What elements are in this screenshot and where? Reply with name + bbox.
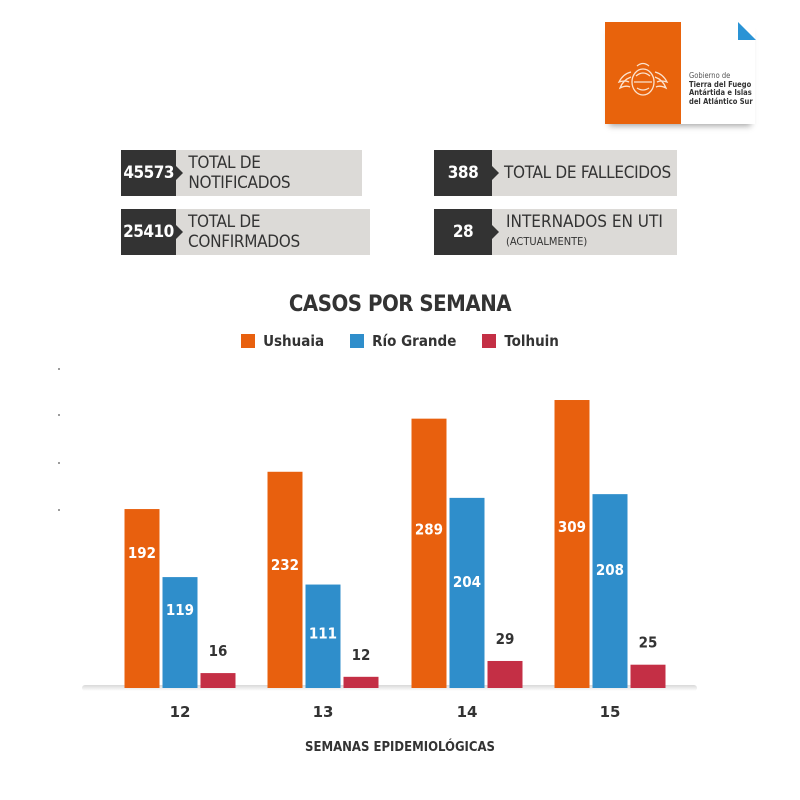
stat-label-main: INTERNADOS EN UTI	[506, 212, 663, 232]
legend-item-ushuaia: Ushuaia	[241, 332, 324, 350]
chart-baseline	[82, 685, 697, 691]
stat-value: 45573	[121, 150, 184, 196]
bar-ushuaia-week-13	[267, 471, 303, 688]
government-logo: Gobierno de Tierra del Fuego Antártida e…	[605, 22, 755, 124]
data-label: 111	[309, 625, 337, 643]
bars-layer	[124, 400, 666, 688]
y-tick	[58, 414, 60, 416]
legend-item-rio-grande: Río Grande	[350, 332, 456, 350]
stat-label: INTERNADOS EN UTI (ACTUALMENTE)	[492, 213, 663, 251]
x-tick-label: 14	[457, 703, 478, 721]
legend-swatch	[482, 334, 497, 348]
x-tick-label: 12	[170, 703, 191, 721]
stat-value: 25410	[121, 209, 183, 255]
logo-line-2: Tierra del Fuego	[689, 79, 752, 89]
legend-label: Ushuaia	[263, 332, 325, 350]
bar-tolhuin-week-15	[630, 664, 666, 688]
y-axis-ticks	[58, 368, 60, 511]
legend-swatch	[350, 334, 365, 348]
data-label: 119	[166, 601, 194, 619]
data-label: 25	[639, 634, 658, 652]
data-label: 309	[558, 518, 586, 536]
logo-orange-block	[605, 22, 681, 124]
legend-label: Río Grande	[372, 332, 457, 350]
stat-sublabel: (ACTUALMENTE)	[506, 235, 588, 248]
data-label: 204	[453, 573, 481, 591]
x-tick-labels: 12 13 14 15	[170, 703, 621, 721]
logo-line-1: Gobierno de	[689, 71, 731, 80]
data-label: 192	[128, 544, 156, 562]
bar-r-o-grande-week-15	[592, 494, 628, 688]
bar-tolhuin-week-12	[200, 673, 236, 688]
bar-r-o-grande-week-14	[449, 497, 485, 688]
bar-r-o-grande-week-12	[162, 577, 198, 688]
stat-internados-uti: 28 INTERNADOS EN UTI (ACTUALMENTE)	[434, 209, 677, 255]
x-tick-label: 15	[600, 703, 621, 721]
logo-text: Gobierno de Tierra del Fuego Antártida e…	[689, 71, 753, 106]
legend-label: Tolhuin	[504, 332, 559, 350]
stat-notificados: 45573 TOTAL DE NOTIFICADOS	[121, 150, 362, 196]
data-label: 16	[209, 642, 228, 660]
logo-line-3: Antártida e Islas	[689, 88, 752, 97]
x-axis-label: SEMANAS EPIDEMIOLÓGICAS	[305, 740, 495, 755]
logo-line-4: del Atlántico Sur	[689, 96, 753, 106]
y-tick	[58, 368, 60, 370]
stat-value: 28	[434, 209, 499, 255]
stat-value: 388	[434, 150, 499, 196]
chart-legend: Ushuaia Río Grande Tolhuin	[0, 332, 800, 350]
stat-confirmados: 25410 TOTAL DE CONFIRMADOS	[121, 209, 370, 255]
stat-label: TOTAL DE FALLECIDOS	[504, 163, 671, 183]
data-labels-layer: 192 119 16 232 111 12 289 204 29 309 208 25	[128, 518, 657, 664]
x-tick-label: 13	[313, 703, 334, 721]
legend-item-tolhuin: Tolhuin	[482, 332, 559, 350]
data-label: 208	[596, 561, 624, 579]
data-label: 29	[496, 630, 515, 648]
bar-ushuaia-week-15	[554, 400, 590, 688]
y-tick	[58, 462, 60, 464]
stat-label: TOTAL DE CONFIRMADOS	[187, 212, 300, 252]
bar-tolhuin-week-13	[343, 676, 379, 688]
bar-ushuaia-week-12	[124, 509, 160, 688]
data-label: 289	[415, 521, 443, 539]
coat-of-arms-icon	[617, 62, 669, 96]
bar-tolhuin-week-14	[487, 660, 523, 688]
legend-swatch	[241, 334, 256, 348]
stat-label: TOTAL DE NOTIFICADOS	[188, 153, 291, 193]
data-label: 12	[352, 646, 371, 664]
data-label: 232	[271, 556, 299, 574]
y-tick	[58, 509, 60, 511]
chart-title: CASOS POR SEMANA	[288, 292, 512, 317]
bar-r-o-grande-week-13	[305, 584, 341, 688]
bar-ushuaia-week-14	[411, 418, 447, 688]
stat-fallecidos: 388 TOTAL DE FALLECIDOS	[434, 150, 677, 196]
